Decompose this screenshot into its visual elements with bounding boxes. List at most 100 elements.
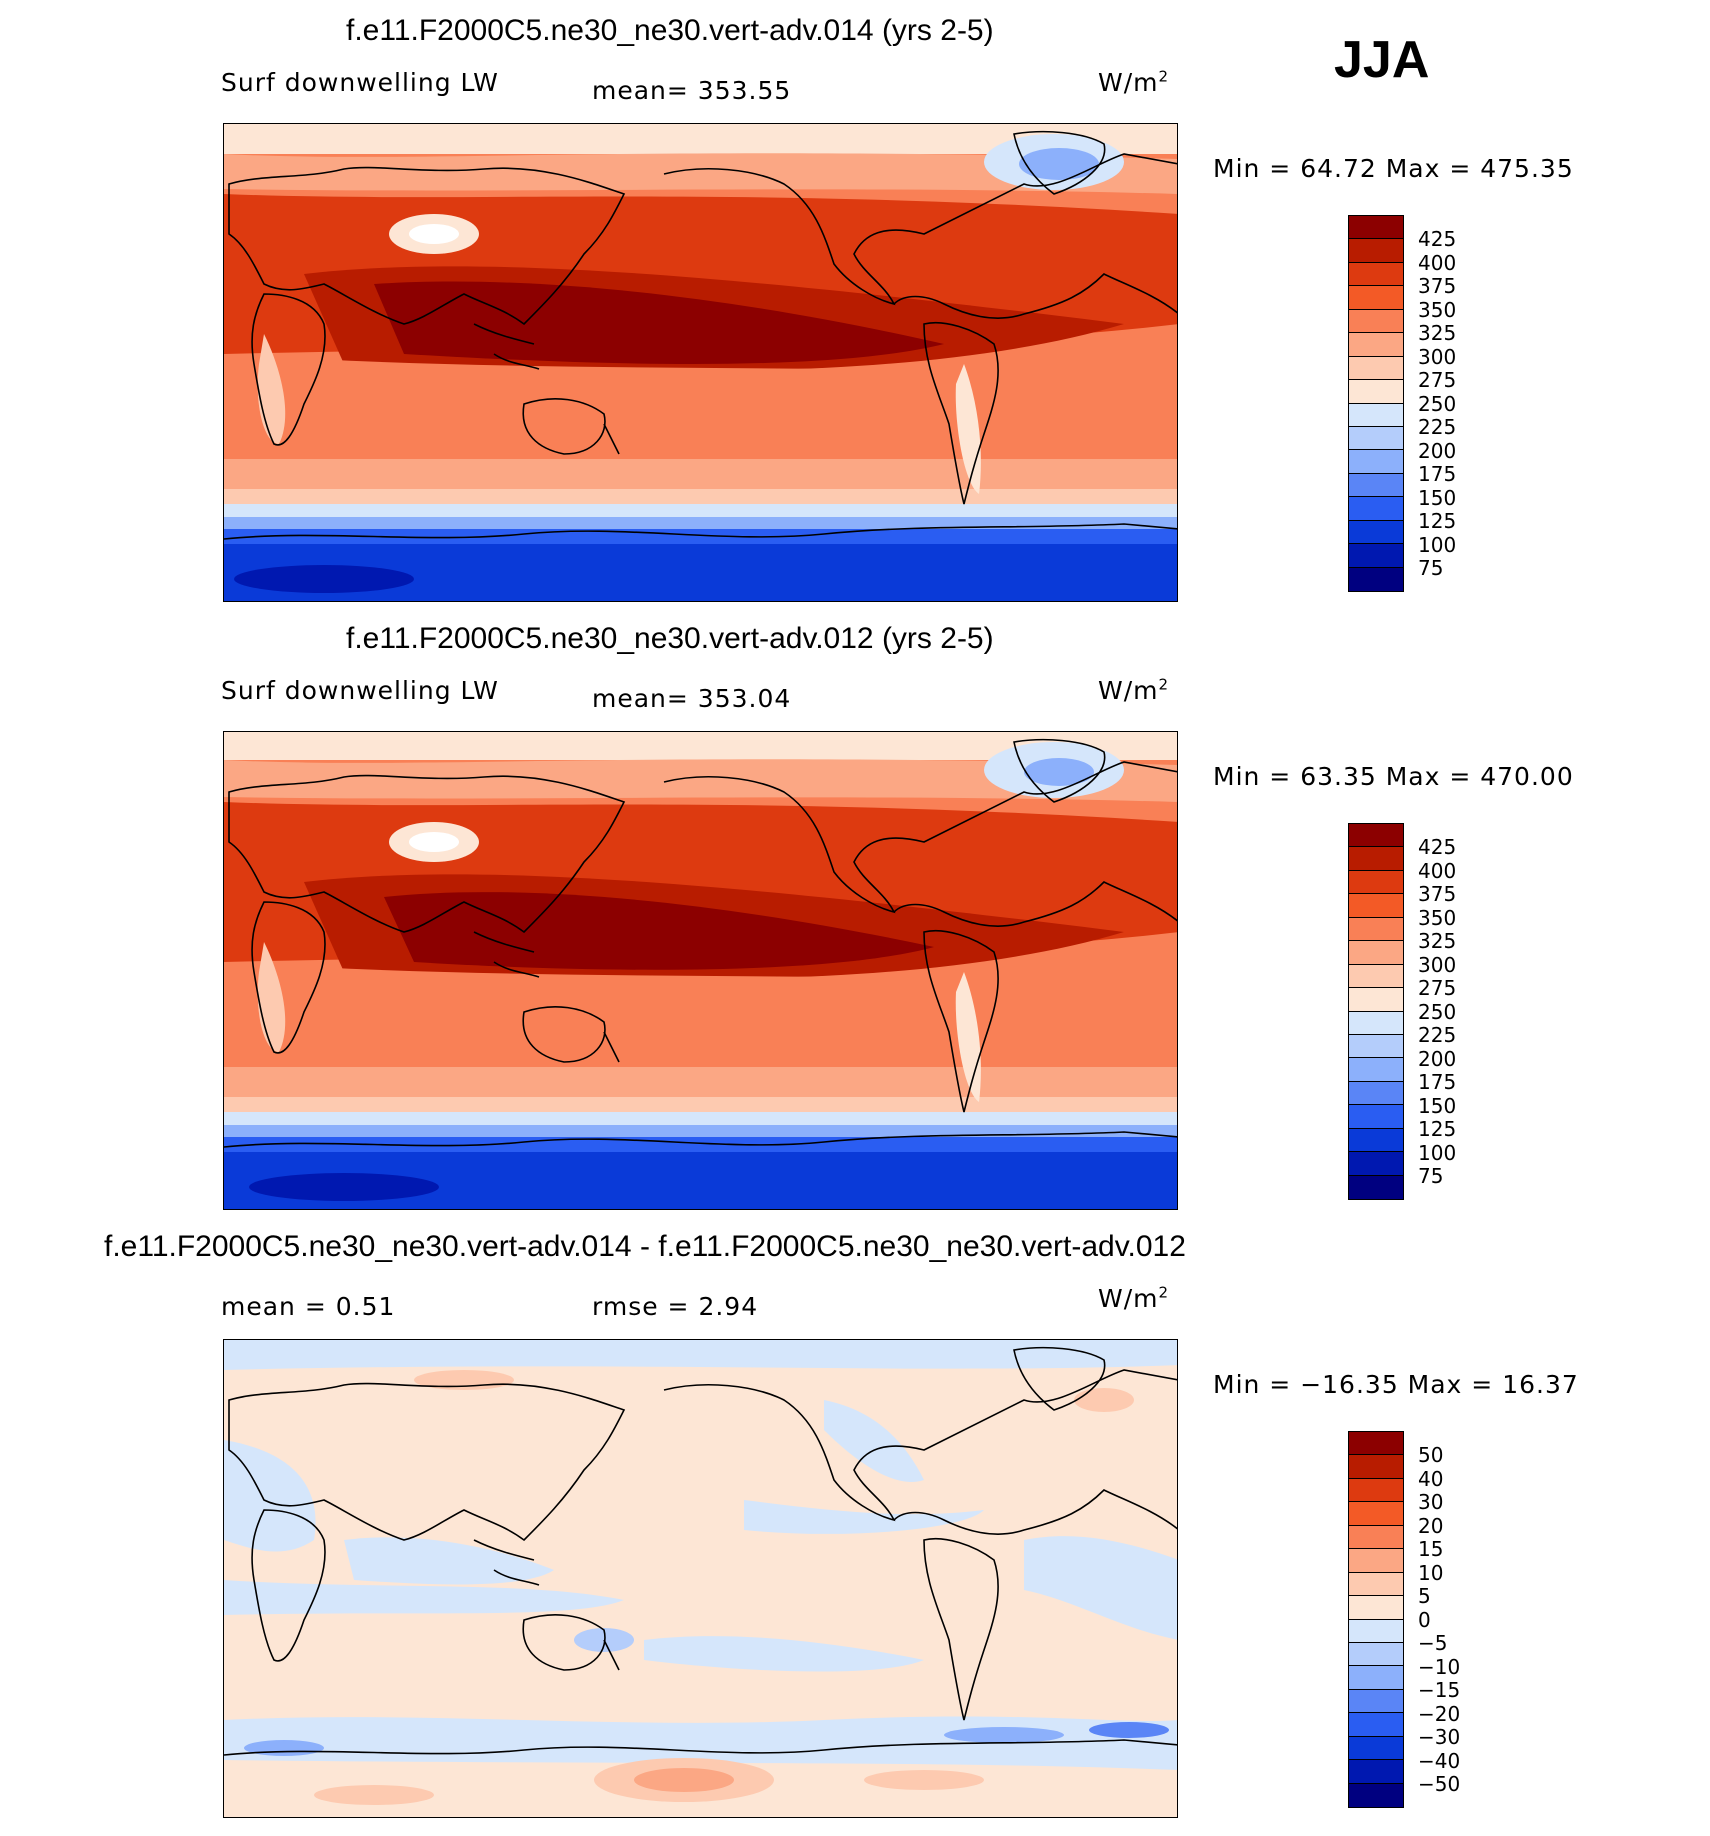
colorbar-tick-label: 225 (1418, 415, 1457, 439)
colorbar-tick-label: 100 (1418, 532, 1457, 557)
colorbar-tick-label: 200 (1418, 438, 1457, 463)
season-label: JJA (1334, 31, 1430, 89)
colorbar-swatch (1349, 941, 1403, 965)
colorbar-swatch (1349, 1502, 1403, 1526)
colorbar-swatch (1349, 356, 1403, 381)
colorbar-swatch (1349, 309, 1403, 334)
panel-2-minmax-label: Min = 63.35 Max = 470.00 (1213, 762, 1574, 791)
colorbar-swatch (1349, 1128, 1403, 1153)
colorbar-tick-label: 125 (1418, 509, 1457, 533)
panel-1-map (223, 123, 1178, 602)
panel-2-colorbar (1348, 823, 1404, 1200)
colorbar-swatch (1349, 1478, 1403, 1503)
colorbar-tick-label: −10 (1418, 1654, 1461, 1679)
panel-1-mean-label: mean= 353.55 (592, 76, 792, 105)
colorbar-tick-label: 50 (1418, 1443, 1444, 1467)
colorbar-swatch (1349, 1572, 1403, 1597)
colorbar-swatch (1349, 1783, 1403, 1807)
panel-1-map-graphic (224, 124, 1177, 601)
panel-1-minmax-label: Min = 64.72 Max = 475.35 (1213, 154, 1574, 183)
colorbar-tick-label: 375 (1418, 882, 1457, 906)
colorbar-swatch (1349, 988, 1403, 1012)
colorbar-tick-label: 325 (1418, 321, 1457, 345)
panel-1-colorbar (1348, 215, 1404, 592)
panel-3-title: f.e11.F2000C5.ne30_ne30.vert-adv.014 - f… (104, 1230, 1186, 1263)
colorbar-tick-label: 425 (1418, 227, 1457, 251)
colorbar-swatch (1349, 1525, 1403, 1550)
colorbar-tick-label: −50 (1418, 1772, 1461, 1796)
colorbar-swatch (1349, 847, 1403, 871)
panel-1-colorbar-labels: 425 400 375 350 325 300 275 250 225 200 … (1418, 227, 1457, 581)
colorbar-swatch (1349, 520, 1403, 545)
colorbar-tick-label: 275 (1418, 368, 1457, 392)
colorbar-tick-label: 150 (1418, 485, 1457, 510)
colorbar-tick-label: 100 (1418, 1140, 1457, 1165)
colorbar-swatch (1349, 450, 1403, 474)
colorbar-swatch (1349, 1619, 1403, 1643)
colorbar-swatch (1349, 567, 1403, 591)
colorbar-tick-label: 75 (1418, 1164, 1444, 1188)
colorbar-tick-label: −40 (1418, 1748, 1461, 1773)
colorbar-swatch (1349, 380, 1403, 404)
colorbar-swatch (1349, 1081, 1403, 1106)
panel-3-mean-label: mean = 0.51 (221, 1292, 396, 1321)
colorbar-swatch (1349, 917, 1403, 942)
panel-1-variable-label: Surf downwelling LW (221, 68, 499, 97)
colorbar-swatch (1349, 964, 1403, 989)
colorbar-swatch (1349, 1011, 1403, 1035)
colorbar-tick-label: 10 (1418, 1560, 1444, 1585)
colorbar-swatch (1349, 262, 1403, 287)
colorbar-swatch (1349, 1713, 1403, 1737)
panel-2-units-label: W/m2 (1098, 675, 1170, 705)
colorbar-swatch (1349, 544, 1403, 568)
colorbar-swatch (1349, 497, 1403, 521)
panel-1-title: f.e11.F2000C5.ne30_ne30.vert-adv.014 (yr… (346, 14, 994, 47)
panel-3-map-graphic (224, 1340, 1177, 1817)
panel-1-units-label: W/m2 (1098, 67, 1170, 97)
colorbar-swatch (1349, 1432, 1403, 1456)
colorbar-tick-label: 15 (1418, 1537, 1444, 1561)
colorbar-swatch (1349, 1760, 1403, 1784)
colorbar-tick-label: 20 (1418, 1513, 1444, 1538)
colorbar-swatch (1349, 403, 1403, 427)
colorbar-tick-label: −15 (1418, 1678, 1461, 1702)
colorbar-tick-label: 375 (1418, 274, 1457, 298)
colorbar-tick-label: 150 (1418, 1093, 1457, 1118)
colorbar-swatch (1349, 894, 1403, 918)
colorbar-swatch (1349, 426, 1403, 451)
panel-3-minmax-label: Min = −16.35 Max = 16.37 (1213, 1370, 1579, 1399)
colorbar-tick-label: 5 (1418, 1584, 1431, 1608)
colorbar-tick-label: −20 (1418, 1701, 1461, 1726)
colorbar-tick-label: 300 (1418, 344, 1457, 369)
colorbar-swatch (1349, 1666, 1403, 1690)
colorbar-swatch (1349, 473, 1403, 498)
panel-2-title: f.e11.F2000C5.ne30_ne30.vert-adv.012 (yr… (346, 622, 994, 655)
panel-3-colorbar (1348, 1431, 1404, 1808)
colorbar-swatch (1349, 870, 1403, 895)
panel-2-map-graphic (224, 732, 1177, 1209)
colorbar-tick-label: 125 (1418, 1117, 1457, 1141)
colorbar-swatch (1349, 1455, 1403, 1479)
colorbar-tick-label: 425 (1418, 835, 1457, 859)
colorbar-tick-label: 200 (1418, 1046, 1457, 1071)
panel-2-colorbar-labels: 425 400 375 350 325 300 275 250 225 200 … (1418, 835, 1457, 1189)
colorbar-tick-label: 250 (1418, 999, 1457, 1024)
colorbar-swatch (1349, 1596, 1403, 1620)
colorbar-swatch (1349, 216, 1403, 240)
colorbar-tick-label: 250 (1418, 391, 1457, 416)
colorbar-tick-label: 175 (1418, 462, 1457, 486)
colorbar-tick-label: 225 (1418, 1023, 1457, 1047)
colorbar-tick-label: 400 (1418, 858, 1457, 883)
colorbar-swatch (1349, 239, 1403, 263)
colorbar-swatch (1349, 1642, 1403, 1667)
colorbar-tick-label: 30 (1418, 1490, 1444, 1514)
panel-3-colorbar-labels: 50 40 30 20 15 10 5 0 −5 −10 −15 −20 −30… (1418, 1443, 1461, 1797)
colorbar-swatch (1349, 1058, 1403, 1082)
colorbar-tick-label: 325 (1418, 929, 1457, 953)
colorbar-tick-label: 350 (1418, 297, 1457, 322)
panel-3-rmse-label: rmse = 2.94 (592, 1292, 759, 1321)
colorbar-tick-label: 400 (1418, 250, 1457, 275)
colorbar-tick-label: 175 (1418, 1070, 1457, 1094)
colorbar-swatch (1349, 1736, 1403, 1761)
colorbar-swatch (1349, 1549, 1403, 1573)
